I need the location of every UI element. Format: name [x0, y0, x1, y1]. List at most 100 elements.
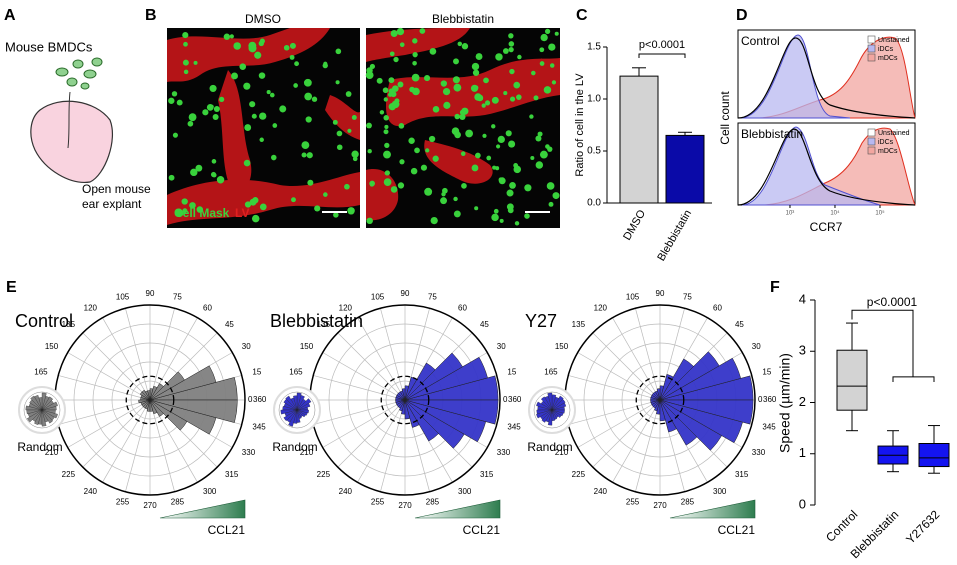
angle-label: 270 [653, 501, 667, 510]
cell [239, 63, 247, 70]
cell [233, 42, 241, 50]
cell [366, 217, 373, 225]
rose-petal [404, 352, 463, 401]
explant-illustration [30, 57, 114, 183]
inset-petal [551, 409, 565, 414]
cell [509, 96, 516, 102]
cell [383, 150, 391, 159]
angle-label: 315 [480, 470, 494, 479]
polar-spoke [313, 399, 406, 425]
polar-spoke [577, 352, 661, 401]
cell [457, 41, 463, 47]
angle-label: 255 [116, 497, 130, 506]
significance-bracket [638, 53, 686, 58]
cell [474, 206, 479, 211]
legend-label: mDCs [878, 55, 898, 62]
x-tick-label: Control [823, 507, 860, 544]
cell [497, 135, 505, 144]
angle-label: 360 [253, 395, 267, 404]
angle-label: 240 [84, 487, 98, 496]
cell [530, 155, 535, 160]
cell [397, 81, 404, 88]
cell [392, 85, 399, 92]
cell [171, 91, 178, 97]
y-axis-label: Ratio of cell in the LV [574, 73, 586, 177]
x-tick-label: Y27632 [903, 507, 942, 546]
angle-label: 90 [146, 289, 155, 298]
polar-spoke [612, 399, 661, 483]
cell [460, 151, 466, 157]
angle-label: 120 [339, 303, 353, 312]
inset-petal [296, 409, 309, 414]
y-tick-label: 1 [799, 445, 806, 460]
plot-title: Blebbistatin [270, 311, 363, 331]
panel-label: F [770, 279, 780, 296]
cell [412, 52, 418, 58]
cell [461, 107, 469, 115]
bar [665, 134, 705, 204]
random-reference [635, 375, 685, 425]
angle-label: 30 [497, 342, 506, 351]
polar-spoke [380, 399, 406, 492]
cell [172, 132, 178, 138]
cell [383, 178, 392, 186]
angle-label: 300 [458, 487, 472, 496]
cell [499, 218, 504, 223]
gradient-wedge [159, 499, 246, 519]
cell [408, 137, 415, 144]
y-tick-label: 3 [799, 343, 806, 358]
angle-label: 285 [426, 497, 440, 506]
y-tick-label: 0 [799, 496, 806, 511]
polar-spoke [635, 399, 661, 492]
cell [428, 135, 436, 143]
box [918, 443, 950, 468]
angle-label: 345 [762, 423, 776, 432]
cell [430, 216, 438, 225]
rose-petal [659, 351, 720, 401]
cell [168, 97, 175, 104]
cell [471, 62, 480, 71]
angle-label: 45 [480, 320, 489, 329]
cell [481, 103, 486, 108]
cell [496, 144, 501, 149]
legend-label: mDCs [878, 148, 898, 155]
cell [345, 91, 352, 97]
cell [367, 149, 372, 154]
cell [459, 113, 466, 121]
cell [193, 60, 198, 65]
cell [190, 168, 198, 177]
angle-label: 360 [508, 395, 522, 404]
angle-label: 165 [34, 368, 48, 377]
cell [432, 106, 440, 113]
rose-petal [659, 385, 664, 401]
cell [366, 122, 372, 129]
rose-petal [659, 373, 674, 401]
angle-label: 105 [371, 293, 385, 302]
angle-label: 165 [289, 368, 303, 377]
polar-spoke [592, 332, 661, 401]
cell [442, 87, 451, 96]
cell [554, 31, 559, 36]
polar-spoke [322, 399, 406, 448]
cell [414, 147, 420, 154]
gradient-wedge [669, 499, 756, 519]
rose-petal [404, 362, 436, 401]
y-tick-label: 4 [799, 291, 806, 306]
cell [202, 109, 209, 116]
angle-label: 225 [317, 470, 331, 479]
cell [412, 38, 418, 44]
cell [351, 114, 357, 120]
random-reference [125, 375, 175, 425]
cell [398, 123, 405, 129]
inset-petal [296, 398, 312, 411]
cell [347, 128, 352, 133]
inset-petal [41, 396, 54, 411]
cell [396, 27, 405, 36]
panel-label: B [145, 7, 157, 24]
inset-petal [288, 409, 298, 427]
polar-spoke [149, 399, 175, 492]
cell [454, 113, 460, 120]
cell [382, 87, 389, 94]
cell [249, 198, 257, 206]
